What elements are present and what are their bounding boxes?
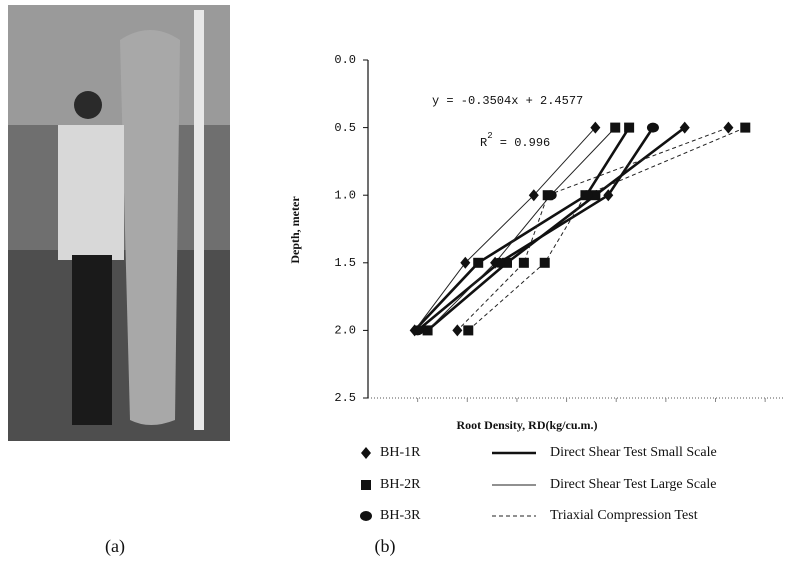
r-squared-rest: = 0.996 [493,136,551,150]
point [502,257,512,268]
photo-roots [120,30,180,425]
curve [416,126,655,332]
r-squared-sup: 2 [487,131,492,141]
r-squared-base: R [480,136,487,150]
curve [426,126,686,332]
point [723,121,734,134]
legend-label: BH-3R [380,508,421,523]
point [452,324,463,337]
y-tick-label: 0.0 [334,53,356,67]
point [580,190,593,201]
y-tick-label: 2.5 [334,391,356,405]
point [646,122,659,133]
point [603,189,614,202]
point [610,122,621,133]
legend-marker [361,480,371,490]
legend-marker [360,511,372,521]
point [539,257,550,268]
point [624,122,635,133]
legend-label: BH-2R [380,477,421,492]
panel-label: (b) [375,536,396,557]
y-tick-label: 1.5 [334,256,356,270]
legend-label: Triaxial Compression Test [550,508,698,523]
legend-marker [361,447,371,459]
curve [413,126,631,332]
equation: y = -0.3504x + 2.4577 [432,94,583,108]
panel-label: (a) [105,536,125,557]
point [544,190,557,201]
legend-label: Direct Shear Test Large Scale [550,477,716,492]
photo-shirt [58,125,124,260]
y-tick-label: 0.5 [334,121,356,135]
curve [457,127,729,331]
y-tick-label: 1.0 [334,188,356,202]
legend-label: BH-1R [380,445,421,460]
point [473,257,484,268]
point [422,325,433,336]
photo-ground [8,250,230,441]
photo-sky [8,5,230,125]
point [740,122,751,133]
point [528,189,539,202]
point [411,325,424,336]
photo [8,5,230,441]
photo-head [74,91,102,119]
photo-trousers [72,255,112,425]
curve [427,127,616,331]
photo-pole [194,10,204,430]
x-axis-title: Root Density, RD(kg/cu.m.) [457,418,598,432]
point [679,121,690,134]
point [463,325,474,336]
legend-label: Direct Shear Test Small Scale [550,445,717,460]
point [518,257,529,268]
y-tick-label: 2.0 [334,324,356,338]
point [460,256,471,269]
y-axis-title: Depth, meter [288,196,302,264]
curve [467,127,746,331]
point [493,257,506,268]
point [590,190,601,201]
curve [414,127,596,331]
r-squared: R2 = 0.996 [480,131,550,150]
point [590,121,601,134]
